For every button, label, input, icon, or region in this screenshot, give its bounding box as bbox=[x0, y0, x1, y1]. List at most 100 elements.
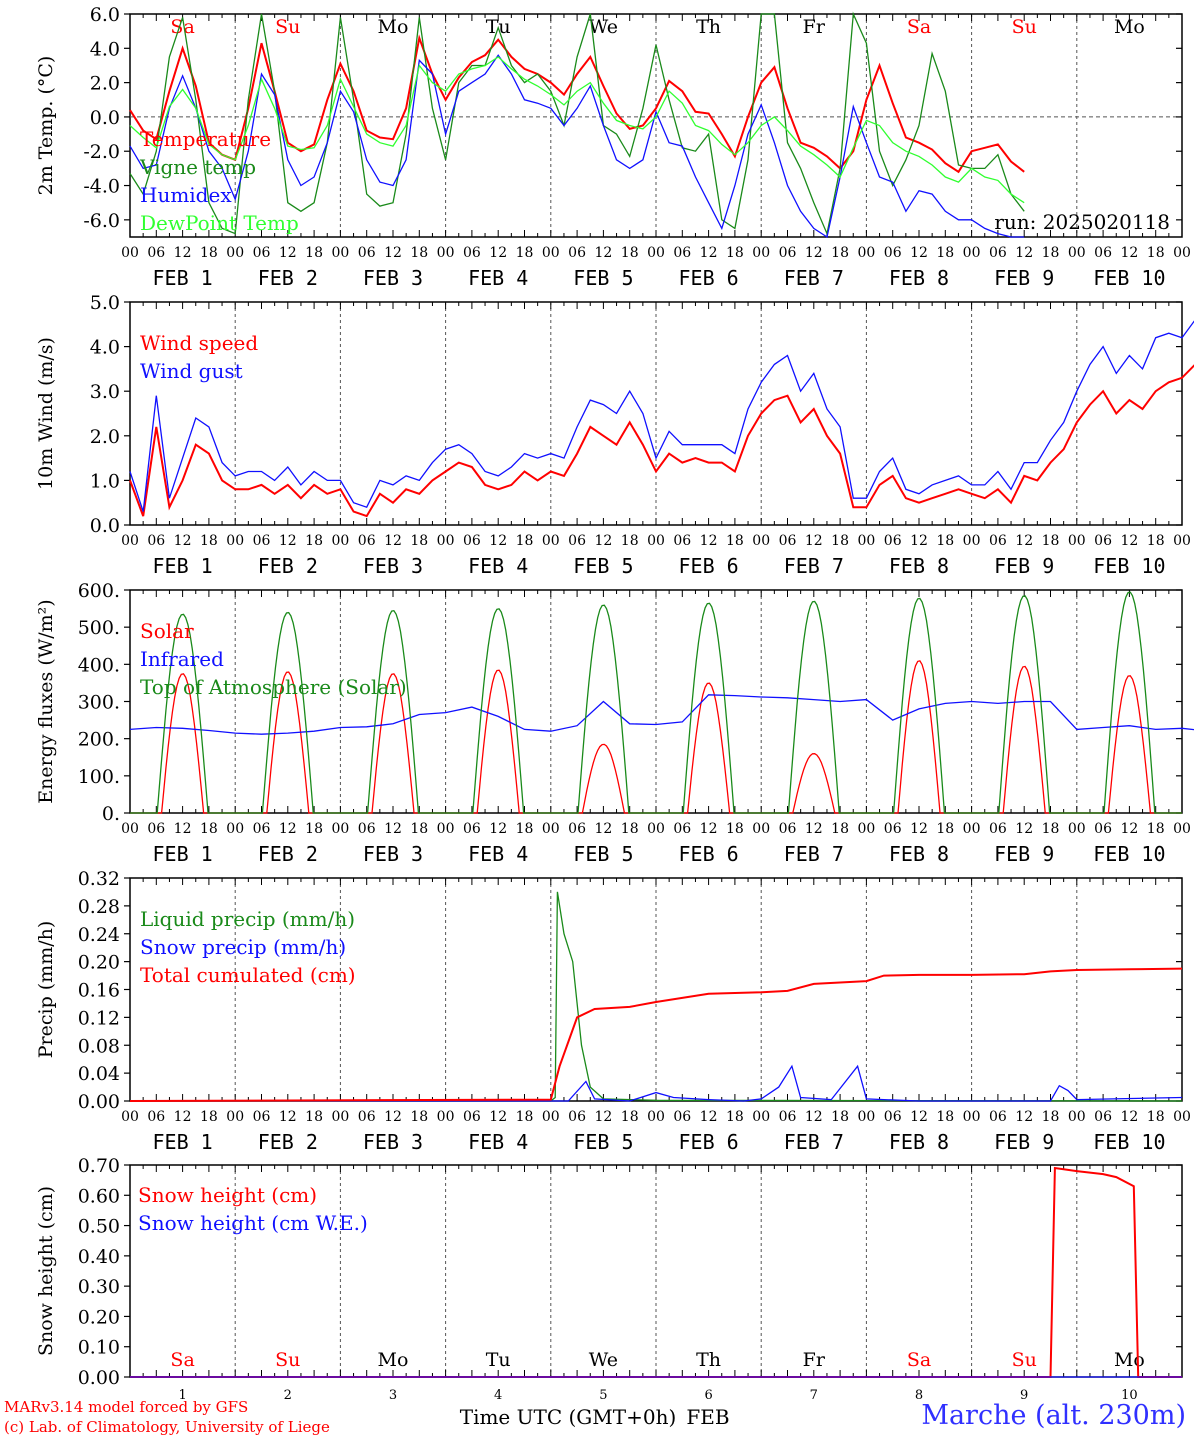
x-date-label: FEB 9 bbox=[994, 1130, 1054, 1154]
x-date-label: FEB 7 bbox=[784, 1130, 844, 1154]
x-hour-label: 00 bbox=[752, 245, 770, 261]
x-hour-label: 18 bbox=[726, 821, 744, 837]
series-line-wind-gust bbox=[129, 320, 1194, 512]
x-day-number: 3 bbox=[389, 1388, 397, 1403]
x-hour-label: 12 bbox=[594, 1109, 612, 1125]
y-tick-label: 0.24 bbox=[78, 924, 120, 946]
x-hour-label: 18 bbox=[410, 533, 428, 549]
x-hour-label: 12 bbox=[700, 1109, 718, 1125]
x-hour-label: 12 bbox=[1015, 821, 1033, 837]
x-hour-label: 12 bbox=[279, 821, 297, 837]
x-hour-label: 12 bbox=[700, 821, 718, 837]
legend-entry: Wind gust bbox=[140, 359, 243, 383]
x-hour-label: 06 bbox=[779, 1109, 797, 1125]
x-hour-label: 00 bbox=[1068, 1109, 1086, 1125]
x-hour-label: 12 bbox=[1120, 533, 1138, 549]
x-hour-label: 18 bbox=[936, 533, 954, 549]
x-hour-label: 06 bbox=[989, 821, 1007, 837]
chart-panel-5: 0.70 0.60 0.50 0.40 0.30 0.20 0.10 0.00 Snow hei… bbox=[35, 1155, 1183, 1429]
series-line-snow-precip-mm-h- bbox=[130, 1064, 1183, 1102]
x-hour-label: 00 bbox=[226, 533, 244, 549]
x-hour-label: 00 bbox=[857, 245, 875, 261]
x-date-label: FEB 8 bbox=[889, 554, 949, 578]
legend-entry: Snow height (cm) bbox=[138, 1183, 317, 1207]
lab-credit: (c) Lab. of Climatology, University of L… bbox=[4, 1418, 330, 1436]
x-hour-label: 00 bbox=[331, 821, 349, 837]
x-hour-label: 18 bbox=[1147, 533, 1165, 549]
x-hour-label: 12 bbox=[384, 245, 402, 261]
x-date-label: FEB 5 bbox=[573, 842, 633, 866]
x-hour-label: 12 bbox=[910, 821, 928, 837]
x-hour-label: 12 bbox=[805, 821, 823, 837]
x-date-label: FEB 10 bbox=[1093, 266, 1165, 290]
plot-frame bbox=[129, 301, 1183, 526]
x-hour-label: 18 bbox=[200, 533, 218, 549]
x-hour-label: 12 bbox=[279, 1109, 297, 1125]
y-tick-label: 0.0 bbox=[90, 515, 120, 537]
x-hour-label: 12 bbox=[174, 533, 192, 549]
x-hour-label: 12 bbox=[594, 533, 612, 549]
x-hour-label: 06 bbox=[779, 821, 797, 837]
x-hour-label: 06 bbox=[358, 533, 376, 549]
legend-entry: Liquid precip (mm/h) bbox=[140, 907, 355, 931]
series-line-wind-speed bbox=[129, 364, 1194, 518]
x-date-label: FEB 9 bbox=[994, 266, 1054, 290]
x-hour-label: 18 bbox=[831, 1109, 849, 1125]
x-hour-label: 12 bbox=[594, 821, 612, 837]
x-hour-label: 06 bbox=[673, 245, 691, 261]
day-of-week-label: Su bbox=[275, 16, 300, 38]
chart-panel-1: 6.0 4.0 2.0 0.0 -2.0 -4.0 -6.0 2m Temp. (°C) 00 0… bbox=[35, 4, 1191, 290]
x-date-label: FEB 10 bbox=[1093, 1130, 1165, 1154]
y-tick-label: 4.0 bbox=[90, 337, 120, 359]
x-hour-label: 06 bbox=[463, 821, 481, 837]
x-hour-label: 00 bbox=[121, 821, 139, 837]
x-date-label: FEB 6 bbox=[678, 554, 738, 578]
day-of-week-label: Mo bbox=[1114, 16, 1145, 38]
legend-entry: Infrared bbox=[140, 647, 224, 671]
x-hour-label: 06 bbox=[779, 245, 797, 261]
y-tick-label: 4.0 bbox=[90, 38, 120, 60]
series-line-total-cumulated-cm- bbox=[129, 967, 1183, 1102]
x-hour-label: 06 bbox=[779, 533, 797, 549]
x-hour-label: 00 bbox=[121, 1109, 139, 1125]
x-hour-label: 12 bbox=[1120, 1109, 1138, 1125]
x-hour-label: 18 bbox=[516, 1109, 534, 1125]
x-hour-label: 18 bbox=[1147, 245, 1165, 261]
x-date-label: FEB 1 bbox=[152, 266, 212, 290]
x-hour-label: 12 bbox=[700, 245, 718, 261]
x-hour-label: 12 bbox=[1015, 533, 1033, 549]
day-of-week-label: Fr bbox=[803, 1349, 826, 1371]
y-tick-label: 500. bbox=[78, 617, 120, 639]
day-of-week-label: Tu bbox=[486, 1349, 511, 1371]
x-hour-label: 12 bbox=[910, 245, 928, 261]
x-hour-label: 00 bbox=[647, 533, 665, 549]
x-hour-label: 06 bbox=[147, 245, 165, 261]
x-date-label: FEB 1 bbox=[152, 842, 212, 866]
x-hour-label: 12 bbox=[489, 533, 507, 549]
x-hour-label: 06 bbox=[253, 821, 271, 837]
x-hour-label: 18 bbox=[621, 821, 639, 837]
x-hour-label: 06 bbox=[884, 245, 902, 261]
x-hour-label: 00 bbox=[1173, 1109, 1191, 1125]
x-hour-label: 18 bbox=[1042, 533, 1060, 549]
y-tick-label: 0.20 bbox=[78, 1306, 120, 1328]
x-hour-label: 06 bbox=[1094, 245, 1112, 261]
x-hour-label: 12 bbox=[910, 533, 928, 549]
x-date-label: FEB 6 bbox=[678, 842, 738, 866]
x-date-label: FEB 6 bbox=[678, 1130, 738, 1154]
x-date-label: FEB 2 bbox=[258, 554, 318, 578]
x-hour-label: 00 bbox=[963, 245, 981, 261]
chart-panel-2: 5.0 4.0 3.0 2.0 1.0 0.0 10m Wind (m/s) 00 06 12 18… bbox=[35, 292, 1194, 578]
x-hour-label: 06 bbox=[568, 1109, 586, 1125]
series-line-liquid-precip-mm-h- bbox=[130, 891, 1183, 1102]
y-axis-label: 2m Temp. (°C) bbox=[35, 56, 57, 196]
x-hour-label: 00 bbox=[1068, 533, 1086, 549]
legend-entry: Vigne temp bbox=[139, 155, 256, 179]
y-tick-label: 0.00 bbox=[78, 1367, 120, 1389]
x-hour-label: 18 bbox=[936, 245, 954, 261]
chart-panel-4: 0.32 0.28 0.24 0.20 0.16 0.12 0.08 0.04 0.00 Prec… bbox=[35, 868, 1191, 1154]
x-day-number: 1 bbox=[178, 1388, 186, 1403]
x-hour-label: 18 bbox=[831, 533, 849, 549]
y-tick-label: 3.0 bbox=[90, 381, 120, 403]
x-hour-label: 06 bbox=[358, 245, 376, 261]
